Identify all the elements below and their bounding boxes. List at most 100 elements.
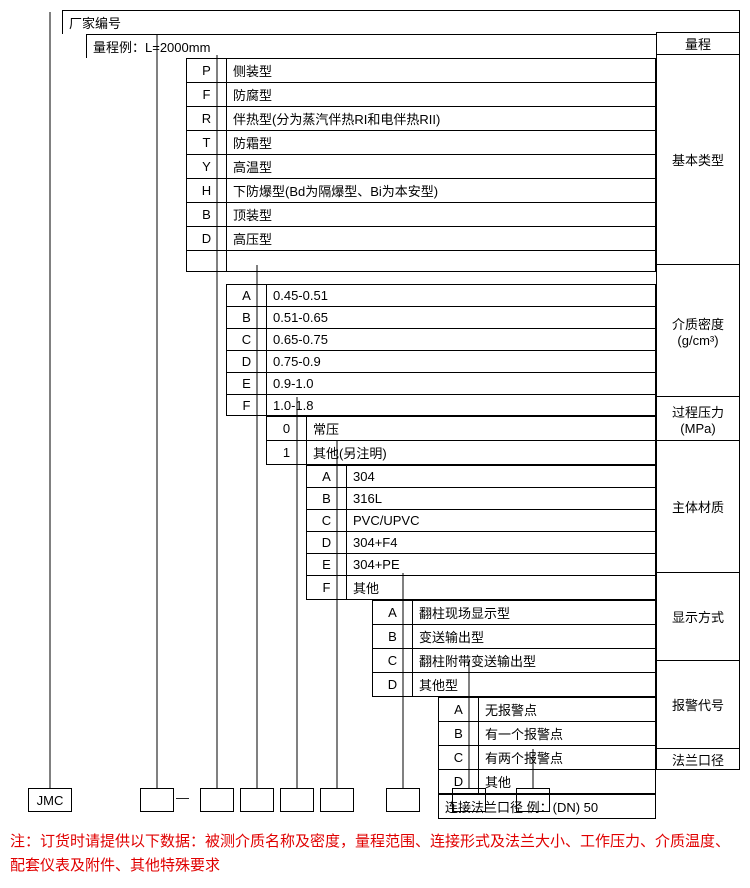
density-code: E — [226, 372, 266, 394]
material-desc: PVC/UPVC — [346, 509, 655, 531]
material-code: D — [306, 531, 346, 553]
basic_type-code: D — [186, 226, 226, 250]
display-row: B变送输出型 — [372, 624, 656, 648]
density-code: B — [226, 306, 266, 328]
material-desc: 其他 — [346, 575, 655, 600]
code-box-8 — [516, 788, 550, 812]
alarm-desc: 无报警点 — [478, 697, 655, 721]
alarm-row: A无报警点 — [438, 697, 656, 721]
basic_type-desc: 高温型 — [226, 154, 655, 178]
code-box-2 — [200, 788, 234, 812]
density-code: F — [226, 394, 266, 416]
basic_type-row: Y高温型 — [186, 154, 656, 178]
basic_type-desc: 防腐型 — [226, 82, 655, 106]
code-box-1 — [140, 788, 174, 812]
code-box-5 — [320, 788, 354, 812]
material-code: C — [306, 509, 346, 531]
ordering-code-diagram: 厂家编号 量程例：L=2000mm P侧装型F防腐型R伴热型(分为蒸汽伴热RI和… — [10, 10, 740, 818]
right-label-basic_type: 基本类型 — [656, 54, 740, 264]
basic_type-desc: 高压型 — [226, 226, 655, 250]
density-desc: 0.51-0.65 — [266, 306, 655, 328]
density-code: A — [226, 284, 266, 306]
display-code: D — [372, 672, 412, 697]
header-range-example: 量程例：L=2000mm — [86, 34, 739, 58]
pressure-code: 0 — [266, 416, 306, 440]
density-row: A0.45-0.51 — [226, 284, 656, 306]
dash-separator: — — [176, 790, 189, 805]
display-desc: 翻柱现场显示型 — [412, 600, 655, 624]
code-box-4 — [280, 788, 314, 812]
pressure-row: 1其他(另注明) — [266, 440, 656, 465]
header-manufacturer: 厂家编号 — [62, 10, 740, 34]
basic_type-row: D高压型 — [186, 226, 656, 250]
material-code: B — [306, 487, 346, 509]
basic_type-code: F — [186, 82, 226, 106]
pressure-row: 0常压 — [266, 416, 656, 440]
density-row: B0.51-0.65 — [226, 306, 656, 328]
code-box-3 — [240, 788, 274, 812]
material-code: F — [306, 575, 346, 600]
right-label-display: 显示方式 — [656, 572, 740, 660]
density-row: D0.75-0.9 — [226, 350, 656, 372]
basic_type-desc: 防霜型 — [226, 130, 655, 154]
material-row: A304 — [306, 465, 656, 487]
basic_type-desc: 下防爆型(Bd为隔爆型、Bi为本安型) — [226, 178, 655, 202]
basic_type-desc: 侧装型 — [226, 58, 655, 82]
material-row: F其他 — [306, 575, 656, 600]
basic_type-code: R — [186, 106, 226, 130]
code-box-6 — [386, 788, 420, 812]
alarm-code: B — [438, 721, 478, 745]
density-desc: 1.0-1.8 — [266, 394, 655, 416]
basic_type-row: P侧装型 — [186, 58, 656, 82]
density-code: D — [226, 350, 266, 372]
material-desc: 304+PE — [346, 553, 655, 575]
material-desc: 316L — [346, 487, 655, 509]
basic_type-row: B顶装型 — [186, 202, 656, 226]
alarm-desc: 有两个报警点 — [478, 745, 655, 769]
alarm-code: A — [438, 697, 478, 721]
density-desc: 0.65-0.75 — [266, 328, 655, 350]
material-desc: 304 — [346, 465, 655, 487]
right-label-material: 主体材质 — [656, 440, 740, 572]
material-code: A — [306, 465, 346, 487]
prefix-box: JMC — [28, 788, 72, 812]
right-label-range: 量程 — [656, 32, 740, 54]
right-label-flange: 法兰口径 — [656, 748, 740, 770]
basic_type-row: F防腐型 — [186, 82, 656, 106]
basic_type-desc: 伴热型(分为蒸汽伴热RI和电伴热RII) — [226, 106, 655, 130]
pressure-desc: 常压 — [306, 416, 655, 440]
basic_type-row: H下防爆型(Bd为隔爆型、Bi为本安型) — [186, 178, 656, 202]
material-code: E — [306, 553, 346, 575]
basic_type-row: R伴热型(分为蒸汽伴热RI和电伴热RII) — [186, 106, 656, 130]
display-code: C — [372, 648, 412, 672]
alarm-code: C — [438, 745, 478, 769]
density-desc: 0.45-0.51 — [266, 284, 655, 306]
basic_type-code: H — [186, 178, 226, 202]
material-row: D304+F4 — [306, 531, 656, 553]
display-desc: 翻柱附带变送输出型 — [412, 648, 655, 672]
code-box-7 — [452, 788, 486, 812]
material-desc: 304+F4 — [346, 531, 655, 553]
material-row: CPVC/UPVC — [306, 509, 656, 531]
display-code: A — [372, 600, 412, 624]
basic_type-code: T — [186, 130, 226, 154]
right-label-density: 介质密度 (g/cm³) — [656, 264, 740, 396]
basic_type-row: T防霜型 — [186, 130, 656, 154]
alarm-desc: 有一个报警点 — [478, 721, 655, 745]
pressure-code: 1 — [266, 440, 306, 465]
ordering-boxes-row — [10, 837, 740, 867]
pressure-desc: 其他(另注明) — [306, 440, 655, 465]
display-desc: 其他型 — [412, 672, 655, 697]
material-row: B316L — [306, 487, 656, 509]
right-label-alarm: 报警代号 — [656, 660, 740, 748]
display-row: C翻柱附带变送输出型 — [372, 648, 656, 672]
basic_type-code: B — [186, 202, 226, 226]
alarm-desc: 其他 — [478, 769, 655, 794]
display-row: D其他型 — [372, 672, 656, 697]
display-row: A翻柱现场显示型 — [372, 600, 656, 624]
basic_type-code: Y — [186, 154, 226, 178]
density-row: F1.0-1.8 — [226, 394, 656, 416]
basic_type-desc: 顶装型 — [226, 202, 655, 226]
right-label-pressure: 过程压力 (MPa) — [656, 396, 740, 440]
basic_type-code: P — [186, 58, 226, 82]
